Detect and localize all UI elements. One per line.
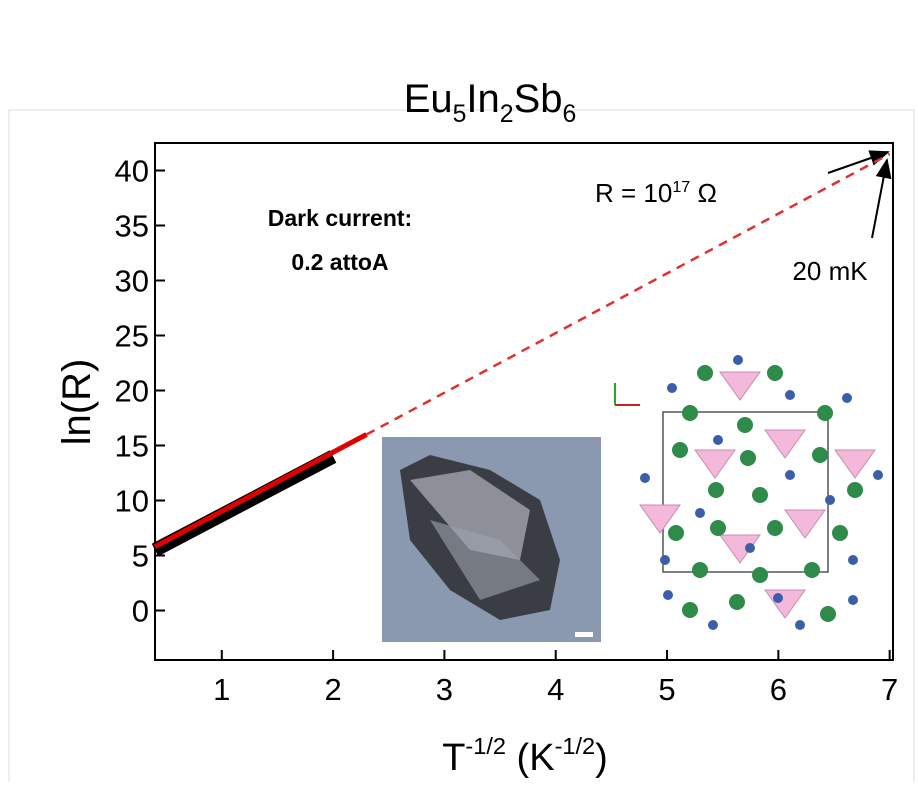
chart: Dark current: 0.2 attoA 20 mK ln(R) Eu5I… (0, 0, 918, 782)
crystal-structure (615, 355, 883, 630)
x-tick-label: 1 (213, 672, 230, 707)
annotation: R = 1017 Ω (595, 178, 717, 208)
y-tick-label: 25 (115, 319, 149, 354)
y-tick-label: 30 (115, 264, 149, 299)
script-text: 5 (453, 101, 467, 128)
x-tick-label: 7 (881, 672, 898, 707)
x-axis-label: T-1/2 (K-1/2) (442, 733, 608, 779)
text-part: ) (595, 737, 608, 779)
y-tick-label: 15 (115, 429, 149, 464)
script-text: 17 (672, 178, 690, 196)
y-tick-label: 40 (115, 154, 149, 189)
text-part: Ω (690, 178, 717, 208)
annotation: 20 mK (792, 256, 868, 286)
x-tick-label: 6 (770, 672, 787, 707)
y-tick-label: 5 (132, 539, 149, 574)
x-tick-label: 2 (324, 672, 341, 707)
text-part: (K (506, 737, 555, 779)
script-text: 6 (563, 101, 577, 128)
data-line (155, 457, 333, 551)
data-line (155, 435, 366, 547)
arrow (828, 152, 888, 173)
text-part: R = 10 (595, 178, 672, 208)
arrow (872, 160, 887, 238)
text-part: In (466, 77, 499, 121)
y-tick-label: 0 (132, 594, 149, 629)
script-text: 2 (500, 101, 514, 128)
y-tick-label: 35 (115, 209, 149, 244)
crystal-photo (382, 437, 601, 642)
chart-title: Eu5In2Sb6 (404, 77, 577, 128)
y-tick-label: 10 (115, 484, 149, 519)
y-axis-label: ln(R) (55, 359, 99, 446)
x-tick-label: 3 (436, 672, 453, 707)
y-tick-label: 20 (115, 374, 149, 409)
annotation: 0.2 attoA (291, 249, 388, 275)
text-part: Sb (514, 77, 563, 121)
script-text: -1/2 (555, 733, 596, 759)
x-tick-label: 5 (658, 672, 675, 707)
annotation: Dark current: (268, 205, 412, 231)
text-part: T (442, 737, 465, 779)
x-tick-label: 4 (547, 672, 564, 707)
script-text: -1/2 (465, 733, 506, 759)
text-part: Eu (404, 77, 453, 121)
